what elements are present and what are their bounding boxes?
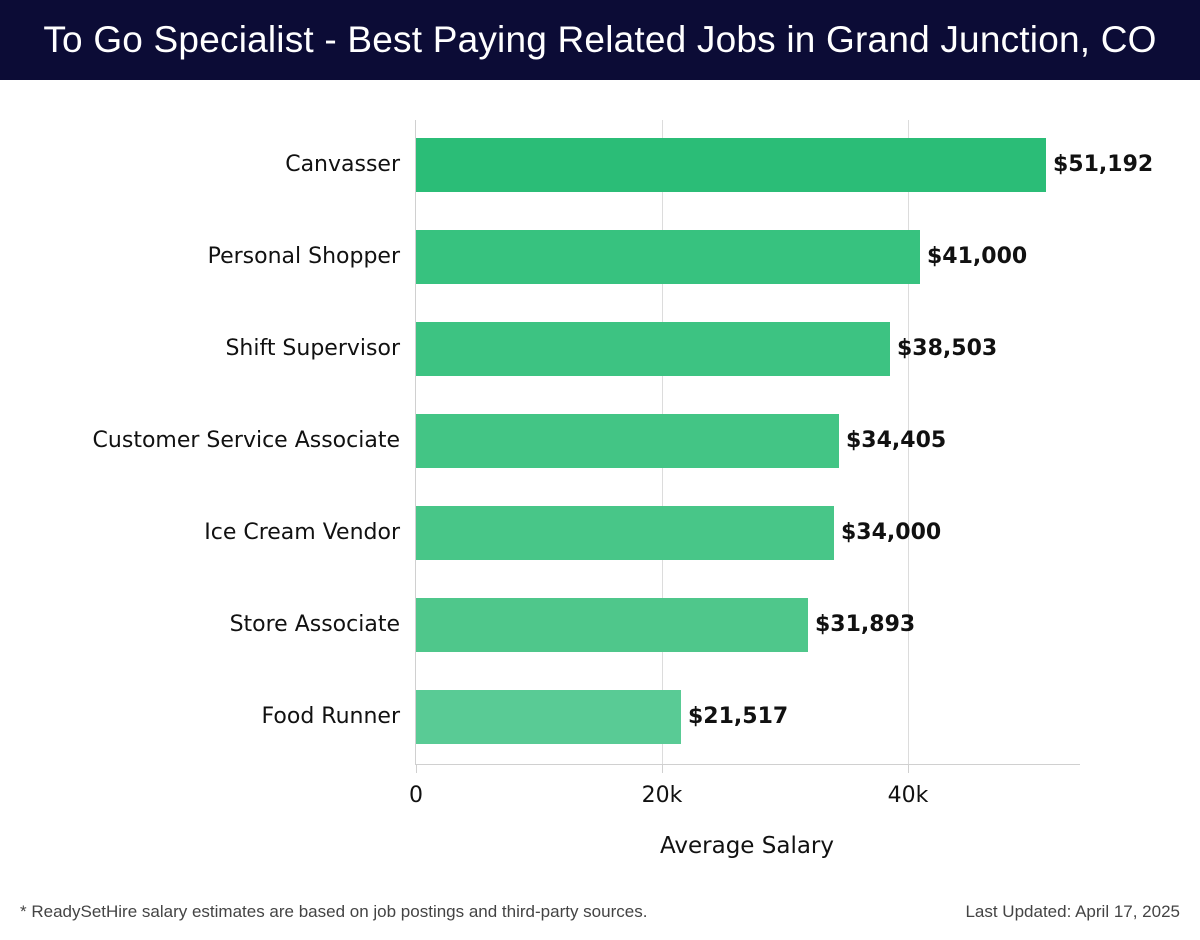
x-axis-label: Average Salary [659,833,835,859]
value-label: $34,000 [841,520,942,545]
bar-chart: Canvasser $51,192 Personal Shopper $41,000 S… [0,80,1200,890]
category-label: Food Runner [261,704,400,729]
bar [416,138,1046,192]
bar-row: Shift Supervisor $38,503 [0,322,1200,376]
category-label: Ice Cream Vendor [204,520,400,545]
x-tick-20k [662,765,663,773]
x-tick-label: 0 [409,783,423,808]
value-label: $21,517 [688,704,789,729]
bar-row: Personal Shopper $41,000 [0,230,1200,284]
y-axis-line [415,120,416,765]
bar [416,690,681,744]
category-label: Shift Supervisor [225,336,400,361]
x-tick-label: 40k [887,783,929,808]
bar [416,506,834,560]
category-label: Personal Shopper [207,244,400,269]
bar-row: Customer Service Associate $34,405 [0,414,1200,468]
bar [416,414,839,468]
chart-header: To Go Specialist - Best Paying Related J… [0,0,1200,80]
bar-row: Ice Cream Vendor $34,000 [0,506,1200,560]
value-label: $34,405 [846,428,947,453]
value-label: $51,192 [1053,152,1154,177]
bar [416,230,920,284]
bar-row: Store Associate $31,893 [0,598,1200,652]
footer-note: * ReadySetHire salary estimates are base… [20,902,648,921]
value-label: $31,893 [815,612,916,637]
last-updated: Last Updated: April 17, 2025 [965,902,1180,921]
x-tick-40k [908,765,909,773]
x-axis-line [415,764,1080,765]
gridline-40k [908,120,909,765]
bar [416,598,808,652]
value-label: $41,000 [927,244,1028,269]
bar-row: Food Runner $21,517 [0,690,1200,744]
category-label: Customer Service Associate [92,428,400,453]
x-tick-label: 20k [641,783,683,808]
bar [416,322,890,376]
category-label: Canvasser [285,152,400,177]
category-label: Store Associate [229,612,400,637]
chart-title: To Go Specialist - Best Paying Related J… [43,19,1157,60]
value-label: $38,503 [897,336,998,361]
x-tick-0 [416,765,417,773]
bar-row: Canvasser $51,192 [0,138,1200,192]
